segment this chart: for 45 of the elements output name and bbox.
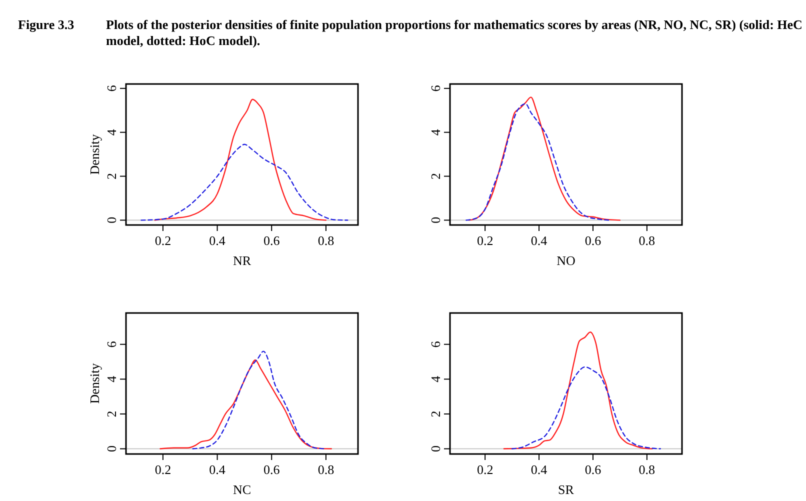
line-series xyxy=(160,359,332,450)
y-tick-label: 6 xyxy=(104,340,119,348)
y-tick-label: 6 xyxy=(104,84,119,92)
x-tick-label: 0.4 xyxy=(209,233,226,248)
x-tick-label: 0.4 xyxy=(530,462,548,477)
x-tick-label: 0.2 xyxy=(154,233,172,248)
y-tick-label: 4 xyxy=(428,128,443,136)
y-tick-label: 4 xyxy=(104,128,119,136)
y-tick-label: 0 xyxy=(104,216,119,224)
x-tick-label: 0.8 xyxy=(318,462,334,477)
x-tick-label: 0.8 xyxy=(638,462,656,477)
x-tick-label: 0.6 xyxy=(584,462,602,477)
x-tick-label: 0.4 xyxy=(209,462,226,477)
y-tick-label: 4 xyxy=(104,375,119,382)
x-tick-label: 0.6 xyxy=(263,462,280,477)
x-tick-label: 0.4 xyxy=(530,233,548,248)
x-axis-title: NC xyxy=(232,482,252,497)
x-tick-label: 0.2 xyxy=(476,462,494,477)
x-tick-label: 0.2 xyxy=(154,462,172,477)
x-tick-label: 0.8 xyxy=(318,233,334,248)
y-tick-label: 4 xyxy=(428,375,443,382)
y-tick-label: 6 xyxy=(428,84,443,92)
y-axis-title: Density xyxy=(87,362,102,404)
chart-title: Figure 3.3 Plots of the posterior densities of finite population proportions for mathematics scores by areas (NR, NO, NC, SR) (solid: HeC model, dotted: HoC model). xyxy=(18,17,802,48)
x-axis-title: NR xyxy=(232,253,252,268)
x-tick-label: 0.6 xyxy=(263,233,280,248)
y-tick-label: 6 xyxy=(428,340,443,348)
y-tick-label: 0 xyxy=(428,216,443,224)
line-series xyxy=(154,98,327,221)
y-tick-label: 0 xyxy=(428,446,443,452)
line-series xyxy=(192,350,327,450)
x-tick-label: 0.8 xyxy=(638,233,656,248)
line-series xyxy=(503,332,653,450)
x-tick-label: 0.2 xyxy=(476,233,494,248)
y-axis-title: Density xyxy=(87,134,102,175)
y-tick-label: 0 xyxy=(104,446,119,452)
y-tick-label: 2 xyxy=(104,410,119,418)
line-series xyxy=(511,366,662,450)
y-tick-label: 2 xyxy=(428,172,443,180)
y-tick-label: 2 xyxy=(104,172,119,180)
line-series xyxy=(140,144,348,221)
x-axis-title: NO xyxy=(556,253,576,268)
y-tick-label: 2 xyxy=(428,410,443,418)
x-axis-title: SR xyxy=(558,482,574,497)
x-tick-label: 0.6 xyxy=(584,233,602,248)
